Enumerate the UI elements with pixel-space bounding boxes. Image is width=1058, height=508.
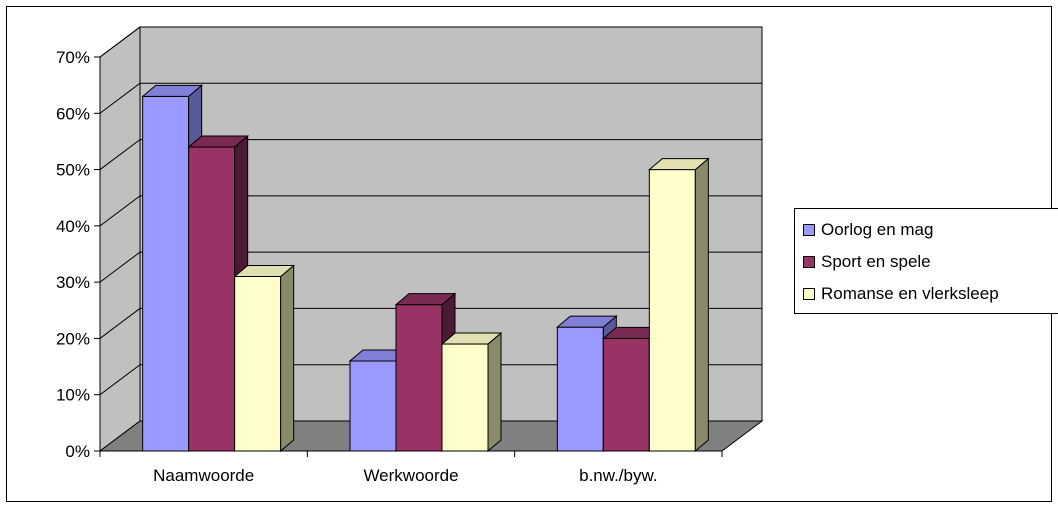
bar-oorlog-1 <box>349 360 397 452</box>
y-tick-label: 40% <box>56 217 90 236</box>
bar-side-romanse-2 <box>694 157 709 453</box>
bar-top-romanse-0 <box>233 265 296 278</box>
bar-sport-2 <box>602 337 650 452</box>
gridline <box>99 82 762 114</box>
bar-sport-0 <box>188 146 236 452</box>
bar-top-romanse-2 <box>647 158 710 171</box>
bar-top-sport-0 <box>187 135 250 148</box>
x-category-label: Werkwoorde <box>363 466 458 485</box>
bar-romanse-2 <box>648 169 696 452</box>
bar-top-oorlog-2 <box>555 315 618 328</box>
gridline <box>99 307 762 339</box>
y-tick-label: 20% <box>56 329 90 348</box>
y-tick-label: 70% <box>56 48 90 67</box>
gridline <box>99 195 762 227</box>
y-tick-label: 0% <box>65 442 90 461</box>
bar-top-oorlog-0 <box>141 84 204 97</box>
bar-side-romanse-0 <box>280 264 295 453</box>
bar-romanse-1 <box>441 343 489 452</box>
bar-oorlog-0 <box>142 95 190 452</box>
y-tick-label: 50% <box>56 161 90 180</box>
y-tick-label: 30% <box>56 273 90 292</box>
bar-oorlog-2 <box>556 326 604 452</box>
y-tick-label: 10% <box>56 386 90 405</box>
legend-swatch-oorlog <box>803 223 815 236</box>
legend: Oorlog en mag Sport en spele Romanse en … <box>794 208 1058 314</box>
legend-item-oorlog: Oorlog en mag <box>803 219 933 241</box>
y-tick-label: 60% <box>56 104 90 123</box>
bar-top-sport-1 <box>394 293 457 306</box>
legend-label-oorlog: Oorlog en mag <box>821 220 934 239</box>
gridline <box>99 139 762 170</box>
x-category-label: b.nw./byw. <box>579 466 657 485</box>
x-category-label: Naamwoorde <box>153 466 254 485</box>
bar-sport-1 <box>395 304 443 452</box>
gridline <box>99 251 762 283</box>
legend-label-sport: Sport en spele <box>821 252 931 271</box>
legend-label-romanse: Romanse en vlerksleep <box>821 284 999 303</box>
legend-item-romanse: Romanse en vlerksleep <box>803 283 999 305</box>
gridline <box>99 26 762 58</box>
legend-item-sport: Sport en spele <box>803 251 931 273</box>
bar-top-romanse-1 <box>440 332 503 345</box>
legend-swatch-sport <box>803 255 815 268</box>
legend-swatch-romanse <box>803 287 815 300</box>
bar-romanse-0 <box>234 276 282 452</box>
side-wall <box>99 26 141 452</box>
gridline <box>99 364 762 396</box>
bar-side-romanse-1 <box>487 331 502 453</box>
